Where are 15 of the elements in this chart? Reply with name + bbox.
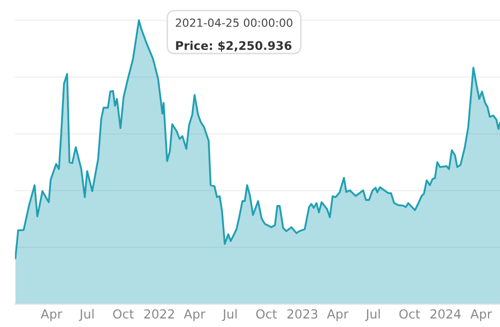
annotation: 2021-04-25 00:00:00 [176,18,292,27]
x-tick-label: Oct [113,309,134,319]
x-tick-label: Apr [470,309,492,322]
x-tick-label: Oct [256,309,277,319]
x-tick-label: Apr [326,309,348,322]
x-tick-label: 2022 [144,309,174,319]
x-tick-label: Oct [399,309,420,319]
x-tick-label: Jul [365,308,380,321]
x-tick-label: 2023 [287,309,318,319]
x-tick-label: Apr [184,309,206,322]
x-tick-label: 2024 [430,309,461,319]
x-tick-label: Jul [78,308,94,321]
x-tick-label: Jul [222,308,237,321]
annotation: Price: $2,250.936 [176,40,292,52]
x-tick-label: Apr [40,309,62,322]
